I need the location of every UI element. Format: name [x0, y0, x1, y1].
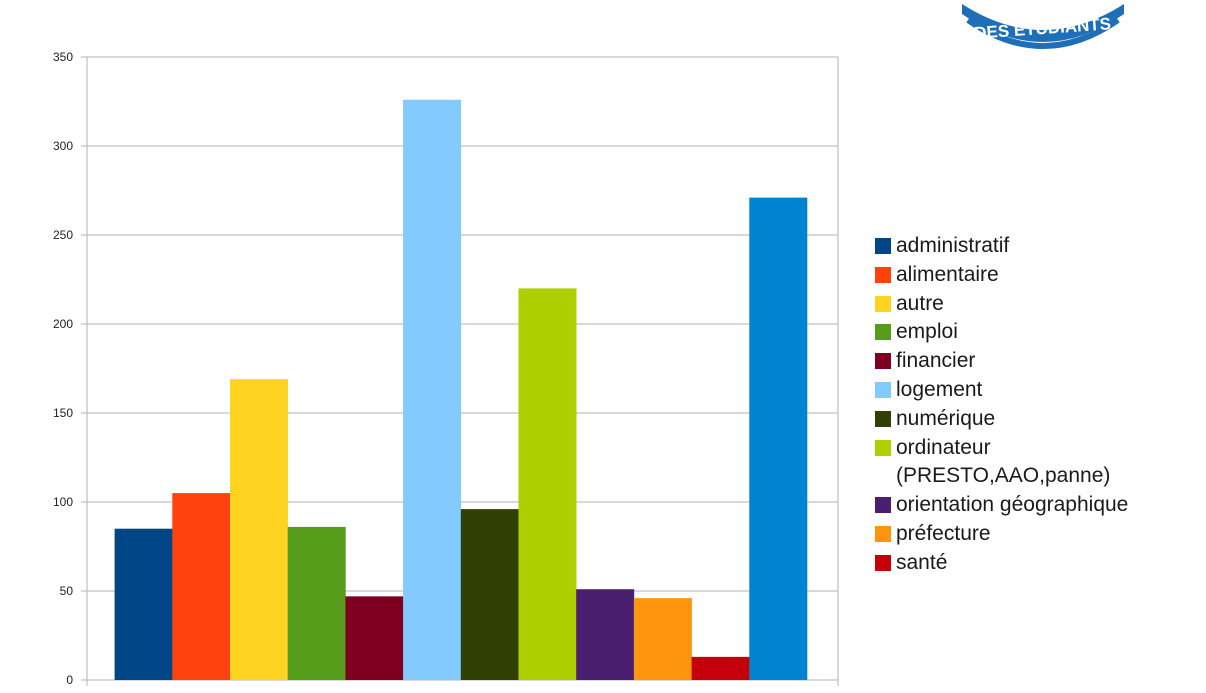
legend-label: ordinateur (PRESTO,AAO,panne)	[896, 435, 1111, 488]
chart-legend: administratif alimentaire autre emploi finan…	[875, 232, 1128, 578]
legend-item: emploi	[875, 318, 1128, 347]
bar-10	[691, 656, 750, 680]
bar-3	[287, 526, 346, 680]
bar-7	[518, 288, 577, 680]
bars	[114, 99, 808, 681]
y-tick-label: 350	[53, 50, 73, 64]
legend-label: autre	[896, 291, 944, 315]
legend-swatch	[875, 497, 891, 514]
legend-label: santé	[896, 550, 948, 574]
bar-4	[345, 596, 404, 680]
legend-label: numérique	[896, 406, 996, 430]
legend-swatch	[875, 353, 891, 370]
legend-label: emploi	[896, 320, 958, 344]
legend-swatch	[875, 324, 891, 341]
logo-seal: DES ÉTUDIANTS	[962, 4, 1124, 49]
legend-label: administratif	[896, 234, 1010, 257]
bar-5	[403, 99, 462, 681]
bar-11	[749, 197, 808, 680]
y-tick-label: 50	[60, 584, 74, 598]
y-tick-label: 150	[53, 406, 73, 420]
legend-swatch	[875, 525, 891, 542]
bar-2	[230, 379, 288, 680]
legend-item: ordinateur (PRESTO,AAO,panne)	[875, 434, 1128, 492]
legend-label: financier	[896, 349, 976, 373]
bar-8	[576, 589, 635, 680]
y-tick-label: 300	[53, 139, 73, 153]
legend-swatch	[875, 381, 891, 398]
legend-item: alimentaire	[875, 261, 1128, 290]
legend-item: financier	[875, 347, 1128, 376]
legend-swatch	[875, 410, 891, 427]
y-axis: 0 50 100 150 200 250 300 350	[53, 50, 73, 687]
legend-label: orientation géographique	[896, 493, 1129, 517]
legend-item: préfecture	[875, 520, 1128, 549]
legend-item: orientation géographique	[875, 491, 1128, 520]
legend-item: numérique	[875, 405, 1128, 434]
bar-9	[633, 598, 692, 680]
legend-swatch	[875, 238, 891, 254]
bar-1	[172, 493, 231, 680]
y-tick-label: 250	[53, 228, 73, 242]
legend-item: administratif	[875, 232, 1128, 261]
bar-6	[460, 509, 519, 680]
legend-label: préfecture	[896, 521, 991, 545]
legend-label: alimentaire	[896, 262, 999, 286]
y-tick-label: 0	[66, 673, 73, 687]
legend-swatch	[875, 295, 891, 312]
bar-0	[114, 528, 173, 680]
legend-item: santé	[875, 549, 1128, 578]
legend-swatch	[875, 266, 891, 283]
legend-swatch	[875, 439, 891, 456]
legend-item: autre	[875, 290, 1128, 319]
legend-item: logement	[875, 376, 1128, 405]
y-tick-label: 200	[53, 317, 73, 331]
y-tick-label: 100	[53, 495, 73, 509]
legend-swatch	[875, 554, 891, 571]
legend-label: logement	[896, 377, 983, 401]
